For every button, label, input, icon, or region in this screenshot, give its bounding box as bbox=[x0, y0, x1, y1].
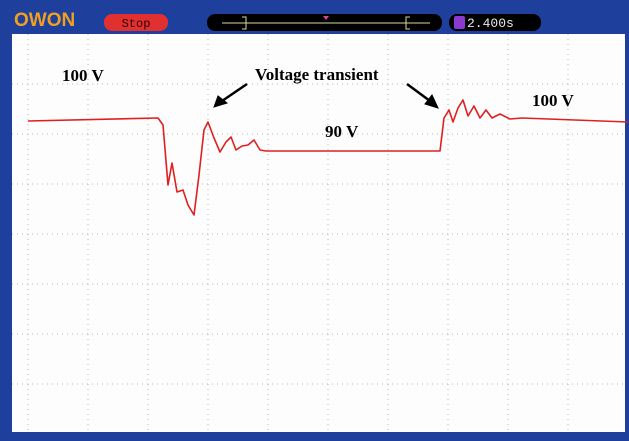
display bbox=[12, 34, 625, 432]
annotation-transient: Voltage transient bbox=[255, 65, 379, 84]
time-pill bbox=[449, 14, 541, 31]
annotation-middle-level: 90 V bbox=[325, 122, 359, 141]
logo: OWON bbox=[14, 10, 75, 31]
grid bbox=[12, 34, 625, 432]
annotation-right-level: 100 V bbox=[532, 91, 574, 110]
annotation-left-level: 100 V bbox=[62, 66, 104, 85]
arrows bbox=[213, 82, 439, 109]
slider-bracket bbox=[242, 16, 410, 30]
trigger-marker bbox=[323, 16, 329, 20]
time-value: 2.400s bbox=[467, 16, 514, 31]
time-icon bbox=[454, 16, 465, 29]
status-text: Stop bbox=[122, 17, 151, 31]
waveform bbox=[27, 99, 629, 216]
status-pill[interactable] bbox=[104, 14, 168, 31]
